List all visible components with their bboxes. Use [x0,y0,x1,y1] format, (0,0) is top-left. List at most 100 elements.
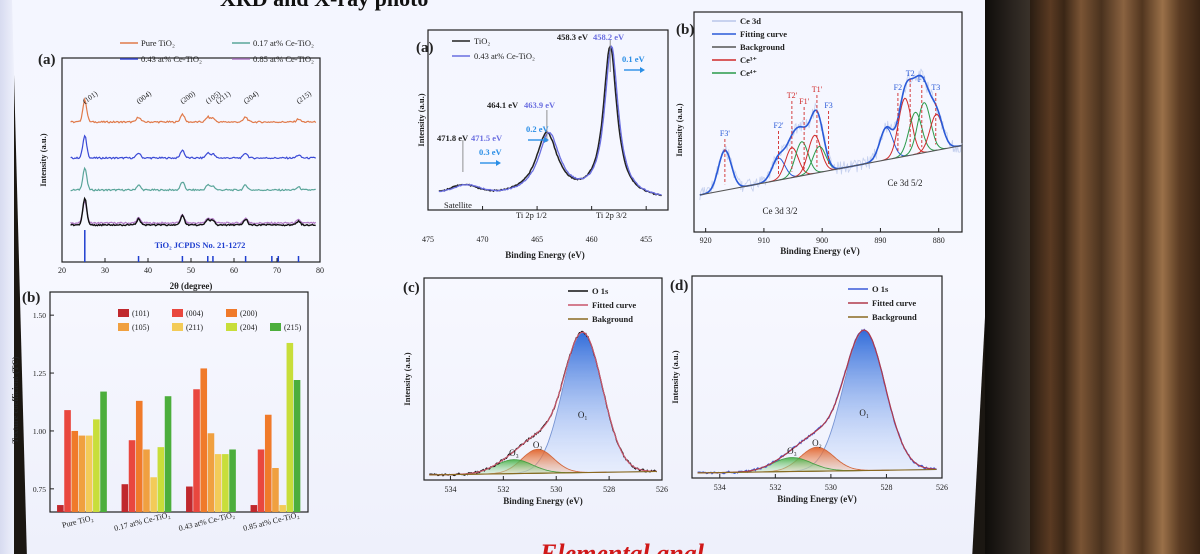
oc-component-label-1: O₂ [533,440,543,450]
od-tick-label-532: 532 [769,483,781,492]
tc-panel-letter: (b) [22,290,40,306]
tc-bar-0-6 [100,391,107,512]
ce-component-2 [768,147,815,183]
xrd-ylabel: Intensity (a.u.) [38,133,48,186]
ti-shift-arrowhead-1 [544,137,549,143]
ce-component-3 [778,141,824,181]
ce-peak-label-2: T2' [787,91,798,100]
ce-legend-label-3: Ce³⁺ [740,55,757,65]
od-legend-label-0: O 1s [872,284,889,294]
oc-legend-label-2: Bakground [592,314,633,324]
tc-category-label-3: 0.85 at% Ce-TiO₂ [242,510,300,533]
xrd-panel: (a) Intensity (a.u.) 2θ (degree) 20 30 40 50 60… [38,38,324,291]
ti-frame [427,29,669,211]
ce-tick-label-900: 900 [816,236,828,245]
tc-category-label-2: 0.43 at% Ce-TiO₂ [178,510,236,533]
ce-peak-label-7: T2 [906,69,915,78]
oc-panel-letter: (c) [403,280,420,296]
ce-peak-label-8: F1 [918,75,926,84]
ti2p-panel: (a) Intensity (a.u.) Binding Energy (eV) 47… [416,29,669,260]
tc-legend-label-1: (004) [186,309,204,318]
tc-legend-swatch-5 [226,323,237,331]
ti-legend-label-0: TiO₂ [474,36,490,46]
oc-frame [423,277,663,481]
xrd-legend-label-0: Pure TiO₂ [141,38,175,48]
xrd-x-tick-label-20: 20 [58,266,66,275]
tc-ytick-label-1.25: 1.25 [33,369,46,378]
tc-bar-0-4 [85,435,93,512]
tc-legend-swatch-3 [118,323,129,331]
tc-bar-3-0 [250,505,258,512]
ti-annotation-6: 471.8 eV [437,133,469,143]
xrd-peak-label-5: (204) [242,89,261,106]
slide-bottom-text: Elemental anal [539,539,705,554]
ti-annotation-10: Ti 2p 1/2 [516,210,547,220]
ti-series-0 [438,45,662,197]
ce-tick-label-880: 880 [933,236,945,245]
o1s-panel-c: (c) Intensity (a.u.) Binding Energy (eV) 53… [402,277,668,506]
tc-bar-1-2 [135,400,143,512]
screen-left-edge [0,0,14,554]
texture-coefficient-panel: (b) Texture coefficient (TC) 0.75 1.00 1.25 1… [10,290,309,533]
ti-panel-letter: (a) [416,40,434,56]
xrd-legend-label-3: 0.85 at% Ce-TiO₂ [253,54,314,64]
tc-bar-3-4 [279,505,286,512]
od-tick-label-526: 526 [936,483,948,492]
ce-peak-label-4: T1' [812,85,823,94]
ti-tick-label-455: 455 [640,235,652,244]
ce-legend-label-2: Background [740,42,785,52]
ti-series-1 [438,44,662,196]
tc-bar-2-1 [193,389,200,512]
o1s-panel-d: (d) Intensity (a.u.) Binding Energy (eV) 53… [670,275,948,504]
tc-bar-0-1 [64,410,71,512]
ce-peak-label-0: F3' [720,129,730,138]
ti-annotation-9: Satellite [444,200,472,210]
tc-bar-0-3 [78,435,86,512]
xrd-legend-label-2: 0.17 at% Ce-TiO₂ [253,38,314,48]
oc-legend-label-0: O 1s [592,286,609,296]
ce-frame [693,11,963,233]
tc-bar-0-2 [71,430,79,512]
ce-tick-label-910: 910 [758,236,770,245]
xrd-x-tick-label-60: 60 [230,266,238,275]
xrd-peak-label-2: (200) [178,89,197,106]
tc-legend-swatch-4 [172,323,183,331]
ce-region-label-0: Ce 3d 3/2 [763,206,798,216]
ce-legend-label-0: Ce 3d [740,16,761,26]
ce-component-4 [791,134,837,179]
od-component-label-1: O₂ [812,438,822,448]
xrd-x-tick-label-30: 30 [101,266,109,275]
tc-legend-label-4: (211) [186,323,203,332]
oc-component-label-2: O₃ [509,448,519,458]
tc-bar-0-5 [93,419,100,512]
tc-legend-label-3: (105) [132,323,150,332]
oc-tick-label-532: 532 [497,485,509,494]
od-legend-label-1: Fitted curve [872,298,916,308]
od-tick-label-530: 530 [825,483,837,492]
ti-annotation-3: 464.1 eV [487,100,519,110]
ti-annotation-7: 471.5 eV [471,133,503,143]
xrd-panel-letter: (a) [38,52,56,68]
od-component-label-0: O₁ [859,408,869,418]
od-ylabel: Intensity (a.u.) [670,350,680,403]
xrd-peak-label-1: (004) [135,89,154,106]
ce-peak-label-1: F2' [774,121,784,130]
ti-tick-label-475: 475 [422,235,434,244]
tc-legend-swatch-2 [226,309,237,317]
ce-legend-label-1: Fitting curve [740,29,787,39]
xrd-series-0 [70,97,317,124]
ce-ylabel: Intensity (a.u.) [674,103,684,156]
tc-bar-0-0 [57,505,64,512]
xrd-series-2 [70,166,316,192]
tc-frame [49,291,309,513]
ce-series-background [699,144,963,196]
tc-legend-swatch-1 [172,309,183,317]
oc-legend-label-1: Fitted curve [592,300,636,310]
tc-bar-1-5 [157,447,165,512]
ce-region-label-1: Ce 3d 5/2 [888,178,923,188]
xrd-xlabel: 2θ (degree) [170,281,213,291]
tc-bar-1-6 [164,396,172,512]
xrd-peak-label-0: (101) [81,89,100,106]
